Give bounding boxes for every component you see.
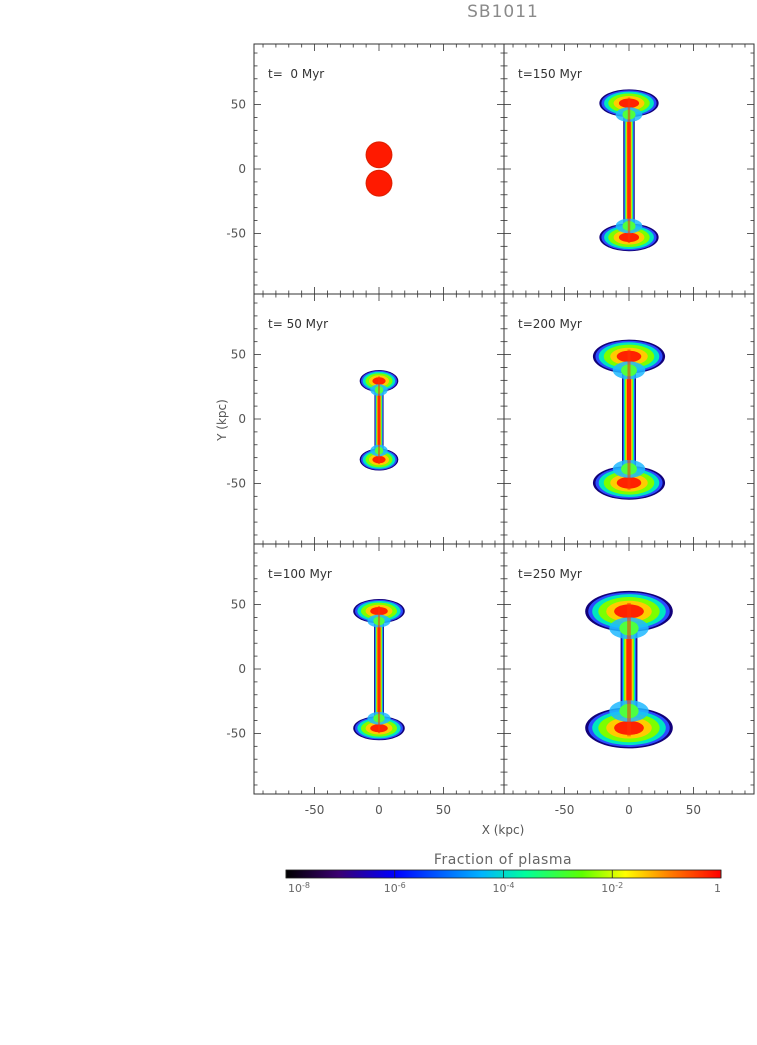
axes: 50 0 -50 50 0 -50 50 0 -50 -50 0 50 -50 0 50 [226, 98, 701, 817]
y-tick-label: 50 [231, 98, 246, 112]
x-tick-label: 50 [436, 803, 451, 817]
x-tick-label: -50 [305, 803, 325, 817]
panel-time-label: t=150 Myr [518, 67, 582, 81]
panel: t=200 Myr [503, 293, 755, 545]
colorbar-tick-label: 10-4 [493, 881, 515, 896]
y-tick-label: 50 [231, 348, 246, 362]
y-tick-label: 0 [238, 412, 246, 426]
panel: t=250 Myr [503, 543, 755, 795]
y-tick-label: 50 [231, 598, 246, 612]
y-tick-label: 0 [238, 662, 246, 676]
x-tick-label: 50 [686, 803, 701, 817]
panel-background [254, 44, 504, 294]
colorbar-tick-label: 1 [714, 882, 721, 895]
y-tick-label: 0 [238, 162, 246, 176]
jet-core [378, 376, 380, 465]
plasma-bubble-core [366, 142, 392, 168]
x-axis-label: X (kpc) [482, 823, 525, 837]
plasma-bubble-core [366, 170, 392, 196]
chart-title: SB1011 [467, 2, 539, 22]
y-tick-label: -50 [226, 476, 246, 490]
panel-time-label: t= 0 Myr [268, 67, 324, 81]
panel: t=100 Myr [253, 543, 505, 795]
panel-time-label: t=200 Myr [518, 317, 582, 331]
jet-core [377, 606, 381, 734]
colorbar-label: Fraction of plasma [434, 852, 572, 868]
x-tick-label: -50 [555, 803, 575, 817]
panel-time-label: t= 50 Myr [268, 317, 328, 331]
jet-core [627, 97, 631, 244]
jet-core [627, 602, 631, 737]
colorbar-ticks: 10-8 10-6 10-4 10-2 1 [285, 870, 722, 896]
panel-grid: t= 0 Myr t=150 Myr t= 50 Myr t=200 Myr t=100… [253, 43, 755, 795]
colorbar-tick-label: 10-2 [601, 881, 623, 896]
panel-time-label: t=100 Myr [268, 567, 332, 581]
colorbar-tick-label: 10-6 [384, 881, 406, 896]
x-tick-label: 0 [625, 803, 633, 817]
panel: t= 50 Myr [253, 293, 505, 545]
panel-time-label: t=250 Myr [518, 567, 582, 581]
y-axis-label: Y (kpc) [215, 399, 229, 442]
panel: t= 0 Myr [253, 43, 505, 295]
panel: t=150 Myr [503, 43, 755, 295]
colorbar-tick-label: 10-8 [288, 881, 310, 896]
y-tick-label: -50 [226, 226, 246, 240]
jet-core [627, 349, 631, 490]
y-tick-label: -50 [226, 726, 246, 740]
x-tick-label: 0 [375, 803, 383, 817]
